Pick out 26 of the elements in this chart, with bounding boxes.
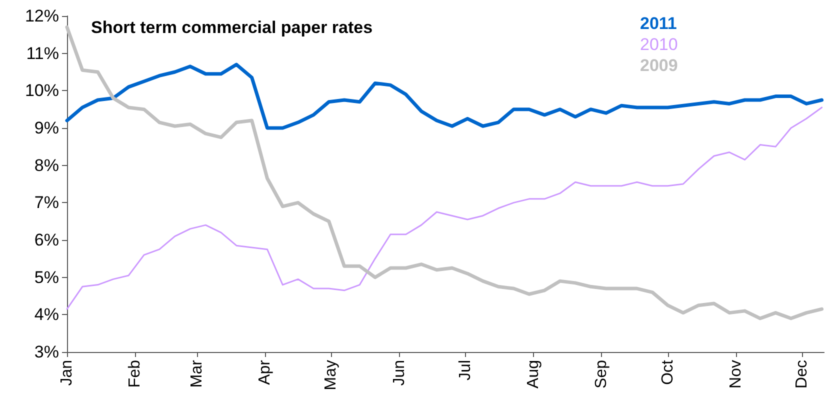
x-tick-label: Sep bbox=[593, 360, 610, 388]
x-tick-label: Feb bbox=[126, 360, 144, 388]
y-tick-label: 7% bbox=[34, 193, 59, 212]
y-tick-label: 11% bbox=[26, 44, 59, 63]
text: 2009 bbox=[640, 56, 678, 75]
x-tick-label: Jun bbox=[390, 360, 408, 386]
y-tick-label: 6% bbox=[34, 230, 59, 250]
x-tick-label: Oct bbox=[659, 359, 676, 385]
x-tick-label: Apr bbox=[256, 359, 274, 385]
x-tick-label: Jul bbox=[456, 360, 474, 380]
chart-title: Short term commercial paper rates bbox=[91, 18, 373, 37]
x-tick-label: Mar bbox=[188, 359, 206, 388]
text: 2011 bbox=[640, 14, 677, 33]
x-tick-label: Nov bbox=[727, 360, 744, 388]
y-tick-label: 8% bbox=[34, 156, 59, 175]
text: 2010 bbox=[640, 35, 678, 54]
y-tick-label: 5% bbox=[34, 268, 59, 287]
y-tick-label: 3% bbox=[34, 342, 59, 362]
x-tick-label: Aug bbox=[525, 360, 542, 388]
y-tick-label: 10% bbox=[24, 81, 59, 100]
y-tick-label: 9% bbox=[34, 118, 59, 138]
x-tick-label: May bbox=[322, 360, 340, 390]
x-tick-label: Dec bbox=[793, 360, 810, 388]
x-tick-label: Jan bbox=[58, 360, 76, 386]
y-tick-label: 4% bbox=[34, 305, 59, 324]
y-tick-label: 12% bbox=[24, 6, 59, 26]
